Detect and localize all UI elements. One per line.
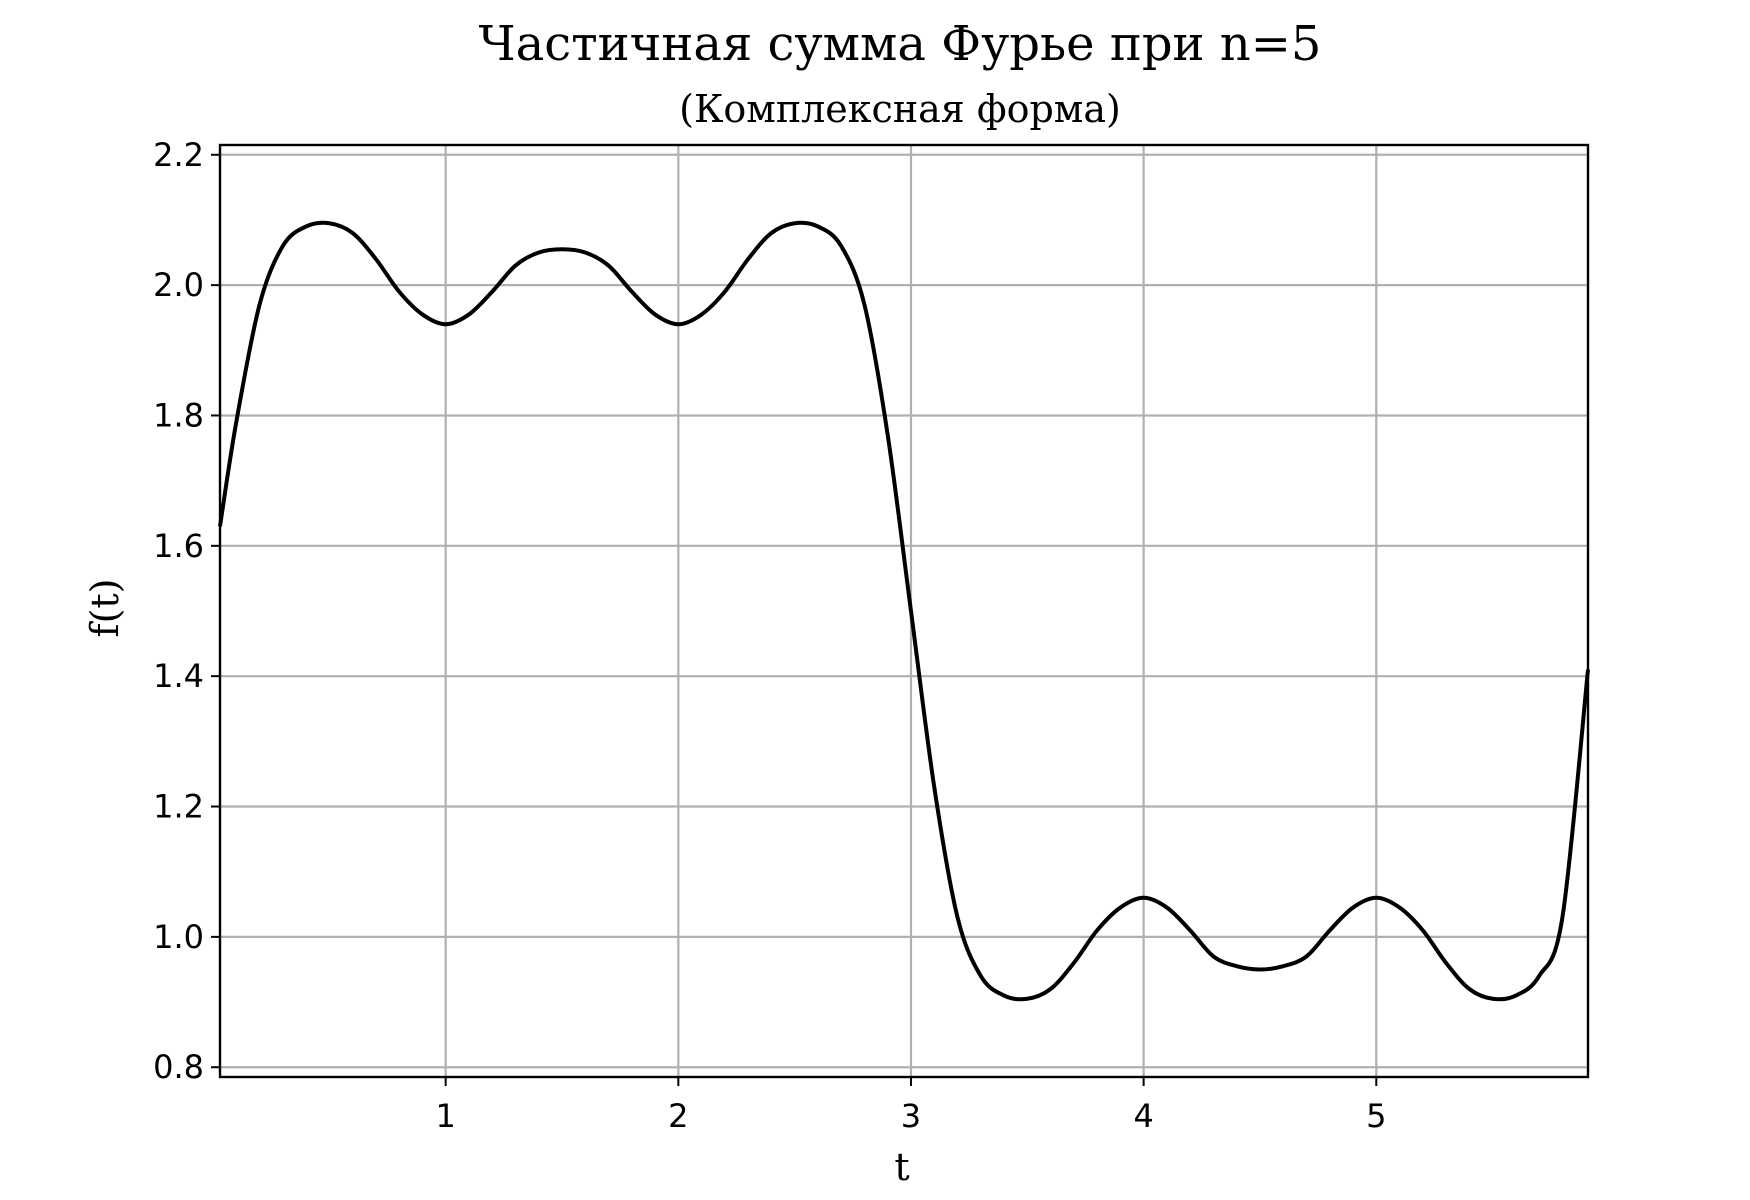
y-tick-label: 2.2 bbox=[153, 136, 204, 174]
y-tick-label: 1.0 bbox=[153, 918, 204, 956]
x-tick-label: 5 bbox=[1366, 1097, 1386, 1135]
x-tick-label: 4 bbox=[1133, 1097, 1153, 1135]
grid bbox=[220, 145, 1588, 1077]
y-tick-label: 1.2 bbox=[153, 788, 204, 826]
y-tick-label: 1.4 bbox=[153, 657, 204, 695]
x-axis-label: t bbox=[894, 1145, 909, 1189]
y-tick-label: 2.0 bbox=[153, 266, 204, 304]
y-tick-label: 1.8 bbox=[153, 396, 204, 434]
chart-title: Частичная сумма Фурье при n=5 bbox=[479, 16, 1322, 72]
fourier-curve bbox=[218, 220, 1590, 1002]
plot-frame bbox=[218, 143, 1590, 1079]
x-tick-label: 3 bbox=[901, 1097, 921, 1135]
x-tick-label: 1 bbox=[435, 1097, 455, 1135]
y-tick-label: 1.6 bbox=[153, 527, 204, 565]
x-tick-label: 2 bbox=[668, 1097, 688, 1135]
y-axis-label: f(t) bbox=[83, 579, 127, 638]
axis-ticks: 1 2 3 4 5 0.8 1.0 1.2 1.4 1.6 1.8 2.0 2.2 bbox=[153, 136, 1386, 1135]
y-tick-label: 0.8 bbox=[153, 1048, 204, 1086]
chart-subtitle: (Комплексная форма) bbox=[679, 87, 1121, 131]
